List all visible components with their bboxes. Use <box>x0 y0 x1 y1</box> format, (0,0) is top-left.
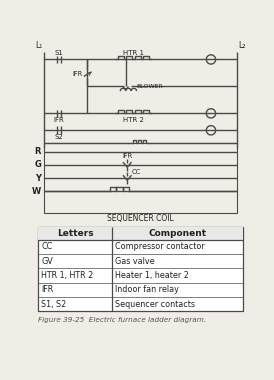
Text: IFR: IFR <box>72 71 82 77</box>
Text: GV: GV <box>41 256 53 266</box>
Text: S2: S2 <box>55 134 63 140</box>
Text: Sequencer contacts: Sequencer contacts <box>115 299 195 309</box>
Text: BLOWER: BLOWER <box>136 84 163 89</box>
Text: HTR 1: HTR 1 <box>123 50 144 56</box>
Text: Figure 39-25  Electric furnace ladder diagram.: Figure 39-25 Electric furnace ladder dia… <box>38 317 206 323</box>
Text: L₂: L₂ <box>238 41 246 50</box>
Text: R: R <box>35 147 41 156</box>
Text: HTR 1, HTR 2: HTR 1, HTR 2 <box>41 271 93 280</box>
Text: W: W <box>32 187 41 196</box>
FancyBboxPatch shape <box>44 142 237 214</box>
FancyBboxPatch shape <box>38 227 243 240</box>
Text: IFR: IFR <box>54 117 64 123</box>
Text: Y: Y <box>35 174 41 182</box>
Text: S1, S2: S1, S2 <box>41 299 67 309</box>
Text: Heater 1, heater 2: Heater 1, heater 2 <box>115 271 189 280</box>
Text: CC: CC <box>41 242 53 251</box>
Text: Letters: Letters <box>57 229 93 238</box>
Text: L₁: L₁ <box>36 41 43 50</box>
Text: Indoor fan relay: Indoor fan relay <box>115 285 179 294</box>
Text: G: G <box>34 160 41 169</box>
Text: Compressor contactor: Compressor contactor <box>115 242 205 251</box>
FancyBboxPatch shape <box>38 227 243 311</box>
Text: Gas valve: Gas valve <box>115 256 155 266</box>
Text: HTR 2: HTR 2 <box>123 117 144 123</box>
Text: Component: Component <box>148 229 206 238</box>
Text: IFR: IFR <box>41 285 53 294</box>
Text: CC: CC <box>131 169 140 175</box>
Text: IFR: IFR <box>122 154 132 160</box>
Text: SEQUENCER COIL: SEQUENCER COIL <box>107 214 174 223</box>
Text: S1: S1 <box>55 50 64 56</box>
